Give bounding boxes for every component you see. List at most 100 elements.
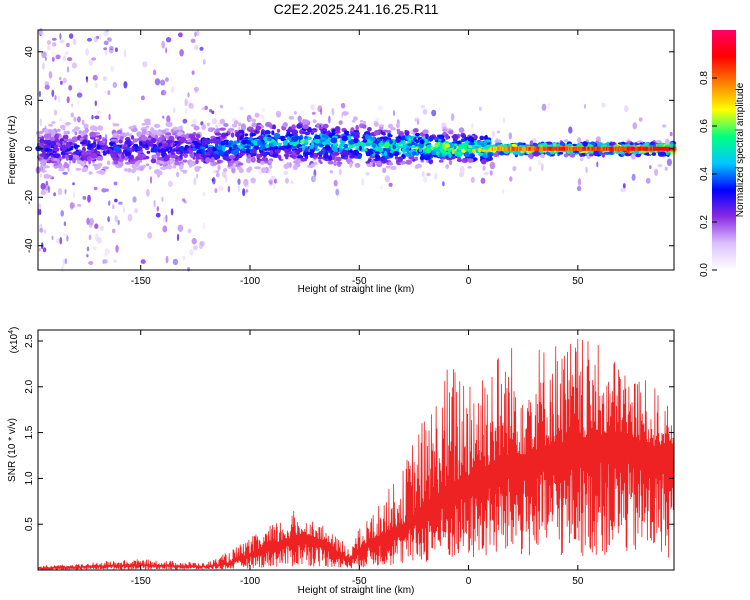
heatmap-cell bbox=[576, 137, 582, 144]
heatmap-cell bbox=[76, 100, 80, 105]
heatmap-cell bbox=[442, 132, 446, 136]
heatmap-cell bbox=[102, 153, 107, 156]
heatmap-cell bbox=[382, 167, 387, 173]
heatmap-cell bbox=[158, 136, 163, 143]
heatmap-cell bbox=[165, 165, 173, 170]
heatmap-cell bbox=[316, 123, 320, 129]
snr-y-multiplier-base: (x10 bbox=[9, 333, 20, 353]
heatmap-cell bbox=[611, 141, 616, 146]
heatmap-cell bbox=[247, 154, 252, 159]
heatmap-cell bbox=[399, 131, 404, 137]
heatmap-cell bbox=[223, 123, 229, 127]
heatmap-cell bbox=[502, 188, 505, 195]
heatmap-cell bbox=[245, 148, 251, 154]
heatmap-cell bbox=[87, 194, 91, 203]
heatmap-cell bbox=[667, 146, 670, 151]
heatmap-cell bbox=[153, 199, 156, 208]
heatmap-cell bbox=[199, 46, 204, 51]
heatmap-cell bbox=[172, 126, 179, 131]
heatmap-cell bbox=[238, 130, 242, 134]
heatmap-cell bbox=[253, 140, 258, 146]
heatmap-cell bbox=[285, 177, 289, 184]
heatmap-cell bbox=[579, 157, 584, 162]
heatmap-cell bbox=[338, 120, 343, 125]
heatmap-cell bbox=[169, 159, 173, 165]
heatmap-cell bbox=[535, 146, 538, 151]
heatmap-cell bbox=[52, 42, 57, 47]
heatmap-cell bbox=[123, 81, 128, 89]
heatmap-cell bbox=[101, 146, 108, 150]
heatmap-cell bbox=[88, 171, 93, 175]
heatmap-cell bbox=[414, 139, 420, 144]
heatmap-cell bbox=[359, 119, 364, 123]
heatmap-cell bbox=[44, 84, 50, 90]
heatmap-cell bbox=[211, 110, 215, 115]
heatmap-cell bbox=[419, 139, 425, 145]
heatmap-cell bbox=[498, 146, 501, 151]
heatmap-cell bbox=[329, 170, 333, 174]
heatmap-cell bbox=[128, 133, 132, 137]
heatmap-cell bbox=[278, 154, 282, 161]
heatmap-cell bbox=[367, 127, 372, 132]
heatmap-cell bbox=[446, 157, 453, 161]
heatmap-cell bbox=[224, 151, 228, 155]
heatmap-cell bbox=[52, 147, 60, 152]
heatmap-cell bbox=[169, 149, 177, 152]
heatmap-cell bbox=[568, 126, 573, 134]
heatmap-cell bbox=[38, 130, 44, 134]
heatmap-cell bbox=[509, 176, 513, 182]
heatmap-cell bbox=[502, 146, 505, 151]
heatmap-cell bbox=[277, 142, 282, 146]
heatmap-cell bbox=[662, 124, 667, 128]
heatmap-cell bbox=[544, 146, 547, 151]
heatmap-cell bbox=[529, 140, 534, 146]
heatmap-cell bbox=[187, 267, 191, 272]
heatmap-cell bbox=[296, 155, 304, 159]
heatmap-cell bbox=[426, 172, 431, 177]
snr-x-tick-label: -50 bbox=[352, 576, 367, 587]
heatmap-cell bbox=[65, 156, 69, 161]
heatmap-cell bbox=[479, 106, 482, 112]
heatmap-cell bbox=[266, 167, 271, 174]
heatmap-cell bbox=[228, 162, 234, 167]
heatmap-cell bbox=[577, 146, 580, 151]
heatmap-cell bbox=[382, 129, 388, 133]
heatmap-cell bbox=[482, 165, 486, 171]
heatmap-cell bbox=[202, 59, 206, 65]
heatmap-x-axis-label: Height of straight line (km) bbox=[298, 284, 415, 295]
heatmap-cell bbox=[106, 37, 109, 41]
heatmap-cell bbox=[276, 113, 281, 118]
snr-frame bbox=[37, 329, 675, 571]
heatmap-cell bbox=[57, 128, 61, 132]
heatmap-cell bbox=[291, 136, 299, 143]
heatmap-cell bbox=[150, 137, 157, 144]
heatmap-cell bbox=[39, 173, 42, 178]
heatmap-cell bbox=[244, 184, 250, 188]
colorbar-tick-label: 0.8 bbox=[699, 71, 710, 85]
heatmap-cell bbox=[345, 158, 353, 163]
heatmap-cell bbox=[238, 122, 242, 127]
heatmap-cell bbox=[508, 146, 512, 151]
heatmap-cell bbox=[147, 137, 152, 141]
heatmap-cell bbox=[613, 146, 617, 151]
heatmap-cell bbox=[218, 185, 224, 191]
heatmap-cell bbox=[164, 132, 172, 136]
heatmap-cell bbox=[60, 210, 64, 217]
heatmap-cell bbox=[188, 149, 193, 155]
colorbar: 0.0 0.2 0.4 0.6 0.8 Normalized spectral ampl… bbox=[699, 30, 746, 277]
heatmap-cell bbox=[154, 134, 159, 139]
heatmap-cell bbox=[265, 143, 270, 149]
heatmap-cell bbox=[137, 152, 141, 158]
heatmap-cell bbox=[296, 124, 303, 129]
heatmap-cell bbox=[486, 156, 493, 162]
heatmap-cell bbox=[654, 146, 657, 151]
heatmap-cell bbox=[527, 152, 533, 158]
heatmap-cell bbox=[483, 140, 488, 146]
heatmap-cell bbox=[320, 108, 323, 116]
heatmap-cell bbox=[297, 115, 302, 123]
heatmap-cell bbox=[127, 213, 133, 222]
heatmap-cell bbox=[444, 143, 451, 148]
figure-title: C2E2.2025.241.16.25.R11 bbox=[274, 1, 439, 17]
heatmap-cell bbox=[592, 146, 596, 151]
heatmap-x-tick-label: -100 bbox=[240, 276, 260, 287]
